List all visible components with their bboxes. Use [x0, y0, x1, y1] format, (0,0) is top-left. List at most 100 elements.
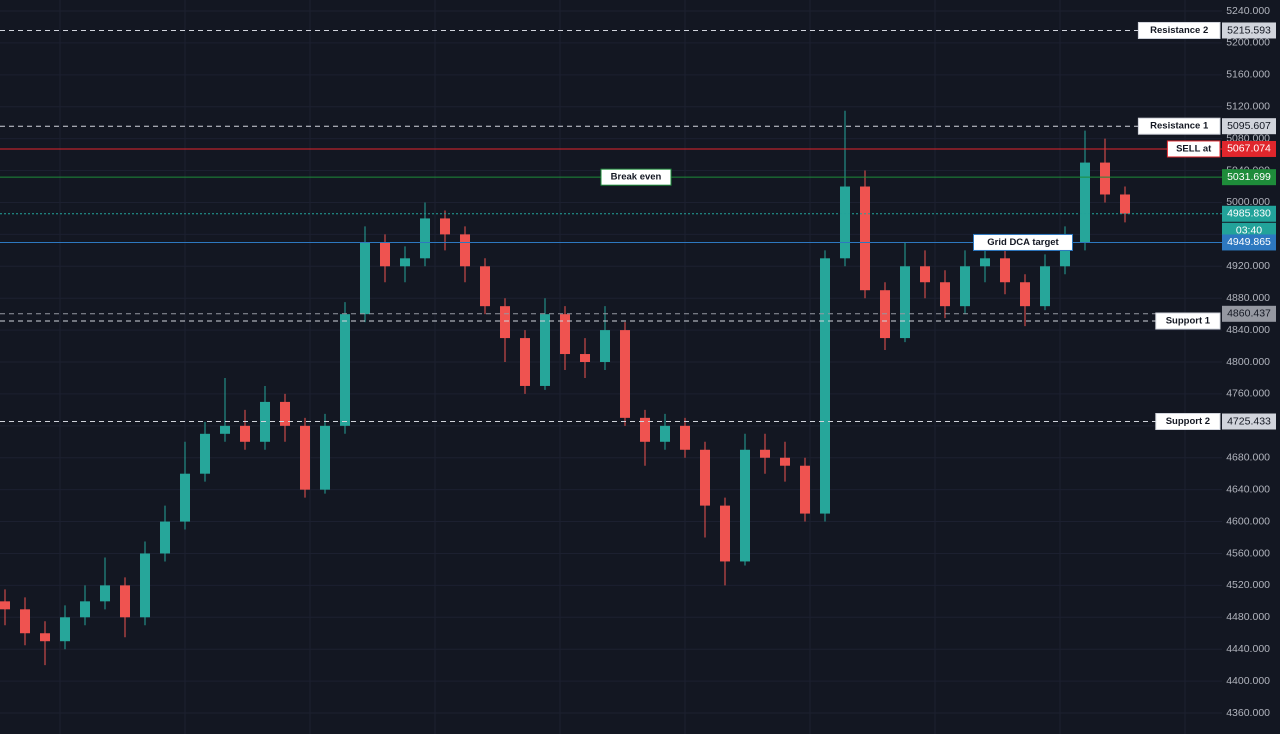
candle-body	[820, 258, 830, 514]
level-value-label: 4860.437	[1227, 308, 1271, 320]
level-value-label: 5067.074	[1227, 143, 1271, 155]
candle-body	[20, 609, 30, 634]
level-value-label: 4725.433	[1227, 415, 1271, 427]
candle-body	[720, 505, 730, 562]
candle-body	[160, 521, 170, 554]
candle-body	[1060, 242, 1070, 267]
level-name-box	[600, 168, 672, 186]
level-value-label: 5031.699	[1227, 171, 1271, 183]
level-name-box	[1166, 140, 1221, 158]
candle-body	[620, 330, 630, 418]
level-name-label: Break even	[611, 172, 662, 183]
y-tick-label: 4840.000	[1226, 324, 1270, 336]
candle-body	[920, 266, 930, 283]
candle-body	[1080, 162, 1090, 243]
level-value-box	[1222, 140, 1276, 157]
candle-body	[1100, 162, 1110, 195]
level-name-label: Resistance 2	[1150, 25, 1208, 36]
y-tick-label: 4920.000	[1226, 260, 1270, 272]
level-name-label: Support 2	[1166, 416, 1210, 427]
level-value-box	[1222, 234, 1276, 251]
level-name-label: Support 1	[1166, 316, 1211, 327]
level-value-label: 5215.593	[1227, 24, 1271, 36]
candle-body	[240, 425, 250, 442]
candle-body	[420, 218, 430, 259]
candle-body	[760, 449, 770, 458]
candle-body	[660, 425, 670, 442]
y-tick-label: 4440.000	[1226, 643, 1270, 655]
candle-body	[1020, 282, 1030, 307]
candle-body	[560, 314, 570, 355]
level-name-box	[1155, 312, 1221, 330]
candle-body	[340, 314, 350, 426]
candle-body	[360, 242, 370, 315]
candle-body	[460, 234, 470, 267]
candle-body	[680, 425, 690, 450]
candle-body	[860, 186, 870, 291]
level-value-box	[1222, 413, 1276, 430]
candle-body	[180, 473, 190, 522]
level-name-label: SELL at	[1176, 143, 1212, 154]
level-value-label: 5095.607	[1227, 120, 1271, 132]
level-value-box	[1222, 169, 1276, 186]
candle-body	[640, 417, 650, 442]
y-tick-label: 5240.000	[1226, 5, 1270, 17]
candle-body	[200, 433, 210, 474]
candle-body	[60, 617, 70, 642]
level-value-box	[1222, 118, 1276, 135]
candle-body	[480, 266, 490, 307]
candle-body	[140, 553, 150, 618]
candle-body	[540, 314, 550, 386]
candle-body	[740, 449, 750, 562]
y-tick-label: 5120.000	[1226, 101, 1270, 113]
level-name-box	[1137, 21, 1221, 39]
y-tick-label: 5160.000	[1226, 69, 1270, 81]
candle-body	[940, 282, 950, 307]
candle-body	[780, 457, 790, 466]
y-tick-label: 4880.000	[1226, 292, 1270, 304]
y-tick-label: 4480.000	[1226, 611, 1270, 623]
candle-body	[320, 425, 330, 490]
candle-body	[0, 601, 10, 610]
candle-body	[400, 258, 410, 267]
level-value-label: 4949.865	[1227, 236, 1271, 248]
candle-body	[220, 425, 230, 434]
level-name-box	[973, 233, 1073, 251]
y-tick-label: 4680.000	[1226, 452, 1270, 464]
y-tick-label: 4520.000	[1226, 579, 1270, 591]
candle-body	[1000, 258, 1010, 283]
candle-body	[500, 306, 510, 339]
candle-body	[800, 465, 810, 514]
y-tick-label: 4360.000	[1226, 707, 1270, 719]
countdown-label: 03:40	[1236, 225, 1262, 237]
level-name-label: Resistance 1	[1150, 121, 1209, 132]
candle-body	[440, 218, 450, 235]
candle-body	[700, 449, 710, 506]
level-value-box	[1222, 305, 1276, 322]
candle-body	[600, 330, 610, 363]
candle-body	[380, 242, 390, 267]
y-tick-label: 4400.000	[1226, 675, 1270, 687]
candle-body	[100, 585, 110, 602]
candle-body	[280, 401, 290, 426]
candle-body	[80, 601, 90, 618]
level-name-box	[1137, 117, 1221, 135]
level-name-box	[1155, 412, 1221, 430]
candle-body	[120, 585, 130, 618]
level-value-label: 4985.830	[1227, 208, 1271, 220]
y-tick-label: 4760.000	[1226, 388, 1270, 400]
candle-body	[580, 354, 590, 363]
y-tick-label: 4640.000	[1226, 483, 1270, 495]
candle-body	[1040, 266, 1050, 307]
candle-body	[960, 266, 970, 307]
y-tick-label: 5000.000	[1226, 196, 1270, 208]
candle-body	[520, 338, 530, 386]
y-tick-label: 4560.000	[1226, 547, 1270, 559]
level-value-box	[1222, 205, 1276, 222]
y-tick-label: 4600.000	[1226, 515, 1270, 527]
candle-body	[980, 258, 990, 267]
level-value-box	[1222, 22, 1276, 39]
candle-body	[40, 633, 50, 642]
